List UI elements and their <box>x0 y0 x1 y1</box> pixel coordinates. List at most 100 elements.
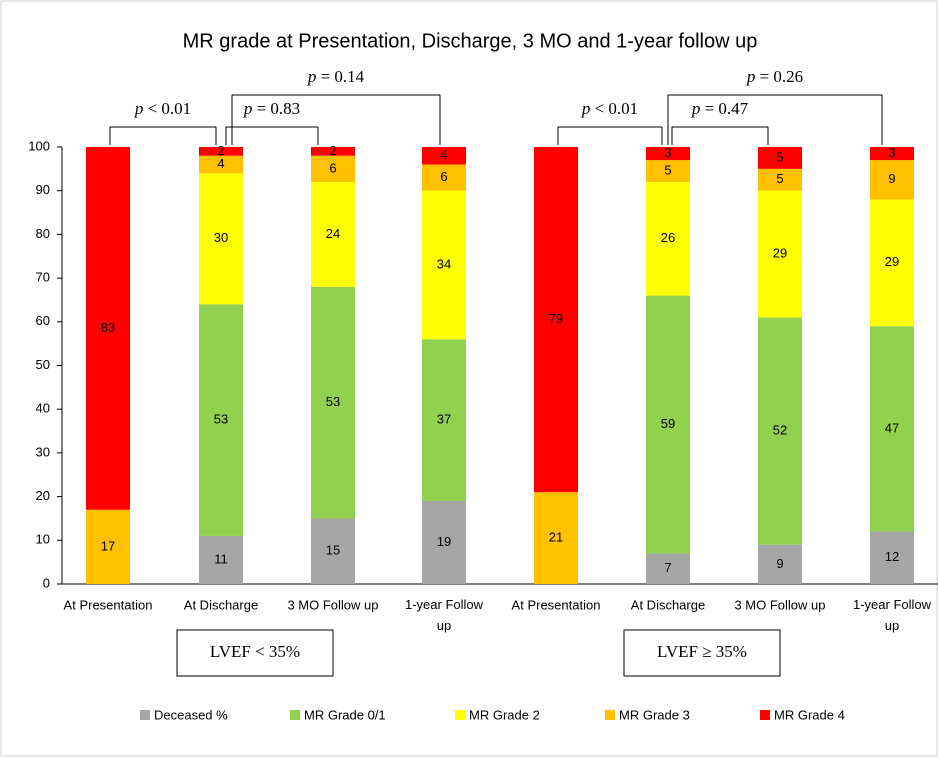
value-label: 83 <box>101 320 115 335</box>
bar-segment <box>758 544 802 584</box>
x-tick-label: 1-year Follow up <box>853 597 932 633</box>
y-tick-label: 70 <box>36 270 50 285</box>
value-label: 5 <box>664 162 671 177</box>
annotation: p = 0.47 <box>691 99 749 118</box>
value-label: 4 <box>217 156 224 171</box>
value-label: 12 <box>885 549 899 564</box>
bracket <box>109 126 217 145</box>
group-box <box>176 629 334 677</box>
value-label: 79 <box>549 311 563 326</box>
x-tick-label: At Discharge <box>184 597 258 612</box>
bar-segment <box>199 535 243 584</box>
value-label: 17 <box>101 538 115 553</box>
chart-title: MR grade at Presentation, Discharge, 3 M… <box>183 30 758 52</box>
bar-segment <box>646 160 690 182</box>
bar-segment <box>870 199 914 327</box>
legend-label: MR Grade 2 <box>469 707 540 722</box>
x-tick-label: 3 MO Follow up <box>734 597 825 612</box>
bar-segment <box>646 553 690 584</box>
value-label: 5 <box>776 171 783 186</box>
x-tick-label: At Presentation <box>512 597 601 612</box>
group-box <box>623 629 781 677</box>
x-tick-label: At Presentation <box>64 597 153 612</box>
bar-segment <box>646 181 690 296</box>
value-label: 6 <box>440 169 447 184</box>
bar-segment <box>422 190 466 340</box>
bar-segment <box>311 181 355 287</box>
value-label: 30 <box>214 230 228 245</box>
bar-segment <box>534 492 578 584</box>
bracket <box>557 126 663 145</box>
bar-segment <box>311 286 355 519</box>
value-label: 52 <box>773 422 787 437</box>
bar-segment <box>870 531 914 584</box>
bar-segment <box>311 155 355 182</box>
bar-segment <box>646 147 690 161</box>
x-tick-label: 3 MO Follow up <box>287 597 378 612</box>
y-tick-label: 90 <box>36 182 50 197</box>
bar-segment <box>758 317 802 545</box>
bracket <box>225 126 319 145</box>
value-label: 21 <box>549 530 563 545</box>
bar-segment <box>199 147 243 156</box>
annotation: p = 0.83 <box>243 99 300 118</box>
y-tick-label: 0 <box>43 575 50 590</box>
annotation: p < 0.01 <box>581 99 638 118</box>
value-label: 29 <box>773 246 787 261</box>
x-tick-label: 1-year Follow up <box>405 597 484 633</box>
legend-swatch <box>455 710 465 720</box>
bar-segment <box>758 147 802 169</box>
bar-segment <box>758 168 802 191</box>
bar-segment <box>199 304 243 536</box>
y-tick-label: 80 <box>36 226 50 241</box>
bar-segment <box>86 147 130 510</box>
value-label: 11 <box>214 551 228 566</box>
y-tick-label: 40 <box>36 401 50 416</box>
value-label: 53 <box>326 394 340 409</box>
bar-segment <box>646 295 690 554</box>
legend-label: MR Grade 0/1 <box>304 707 386 722</box>
annotation: p = 0.26 <box>746 67 803 86</box>
value-label: 24 <box>326 226 340 241</box>
y-tick-label: 60 <box>36 313 50 328</box>
bar-segment <box>422 164 466 191</box>
value-label: 34 <box>437 256 451 271</box>
value-label: 53 <box>214 412 228 427</box>
bar-segment <box>311 518 355 584</box>
y-tick-label: 50 <box>36 357 50 372</box>
y-tick-label: 20 <box>36 488 50 503</box>
y-tick-label: 30 <box>36 444 50 459</box>
value-label: 37 <box>437 412 451 427</box>
x-tick-label: At Discharge <box>631 597 705 612</box>
value-label: 59 <box>661 416 675 431</box>
value-label: 5 <box>776 149 783 164</box>
value-label: 9 <box>776 556 783 571</box>
bar-segment <box>422 500 466 584</box>
bar-segment <box>870 326 914 532</box>
value-label: 6 <box>329 160 336 175</box>
group-label: LVEF ≥ 35% <box>657 642 747 661</box>
bar-segment <box>870 160 914 200</box>
value-label: 26 <box>661 230 675 245</box>
legend-label: MR Grade 4 <box>774 707 845 722</box>
bracket <box>671 126 769 145</box>
legend-swatch <box>605 710 615 720</box>
bar-segment <box>422 147 466 165</box>
legend-swatch <box>290 710 300 720</box>
value-label: 47 <box>885 420 899 435</box>
value-label: 3 <box>888 145 895 160</box>
annotation: p < 0.01 <box>134 99 191 118</box>
value-label: 7 <box>664 560 671 575</box>
bar-segment <box>534 147 578 493</box>
bar-segment <box>758 190 802 318</box>
value-label: 2 <box>217 143 224 158</box>
legend-label: Deceased % <box>154 707 228 722</box>
bracket <box>231 94 441 145</box>
bar-segment <box>199 155 243 174</box>
bar-segment <box>86 509 130 584</box>
value-label: 19 <box>437 534 451 549</box>
bar-segment <box>422 339 466 501</box>
legend-swatch <box>140 710 150 720</box>
value-label: 9 <box>888 171 895 186</box>
